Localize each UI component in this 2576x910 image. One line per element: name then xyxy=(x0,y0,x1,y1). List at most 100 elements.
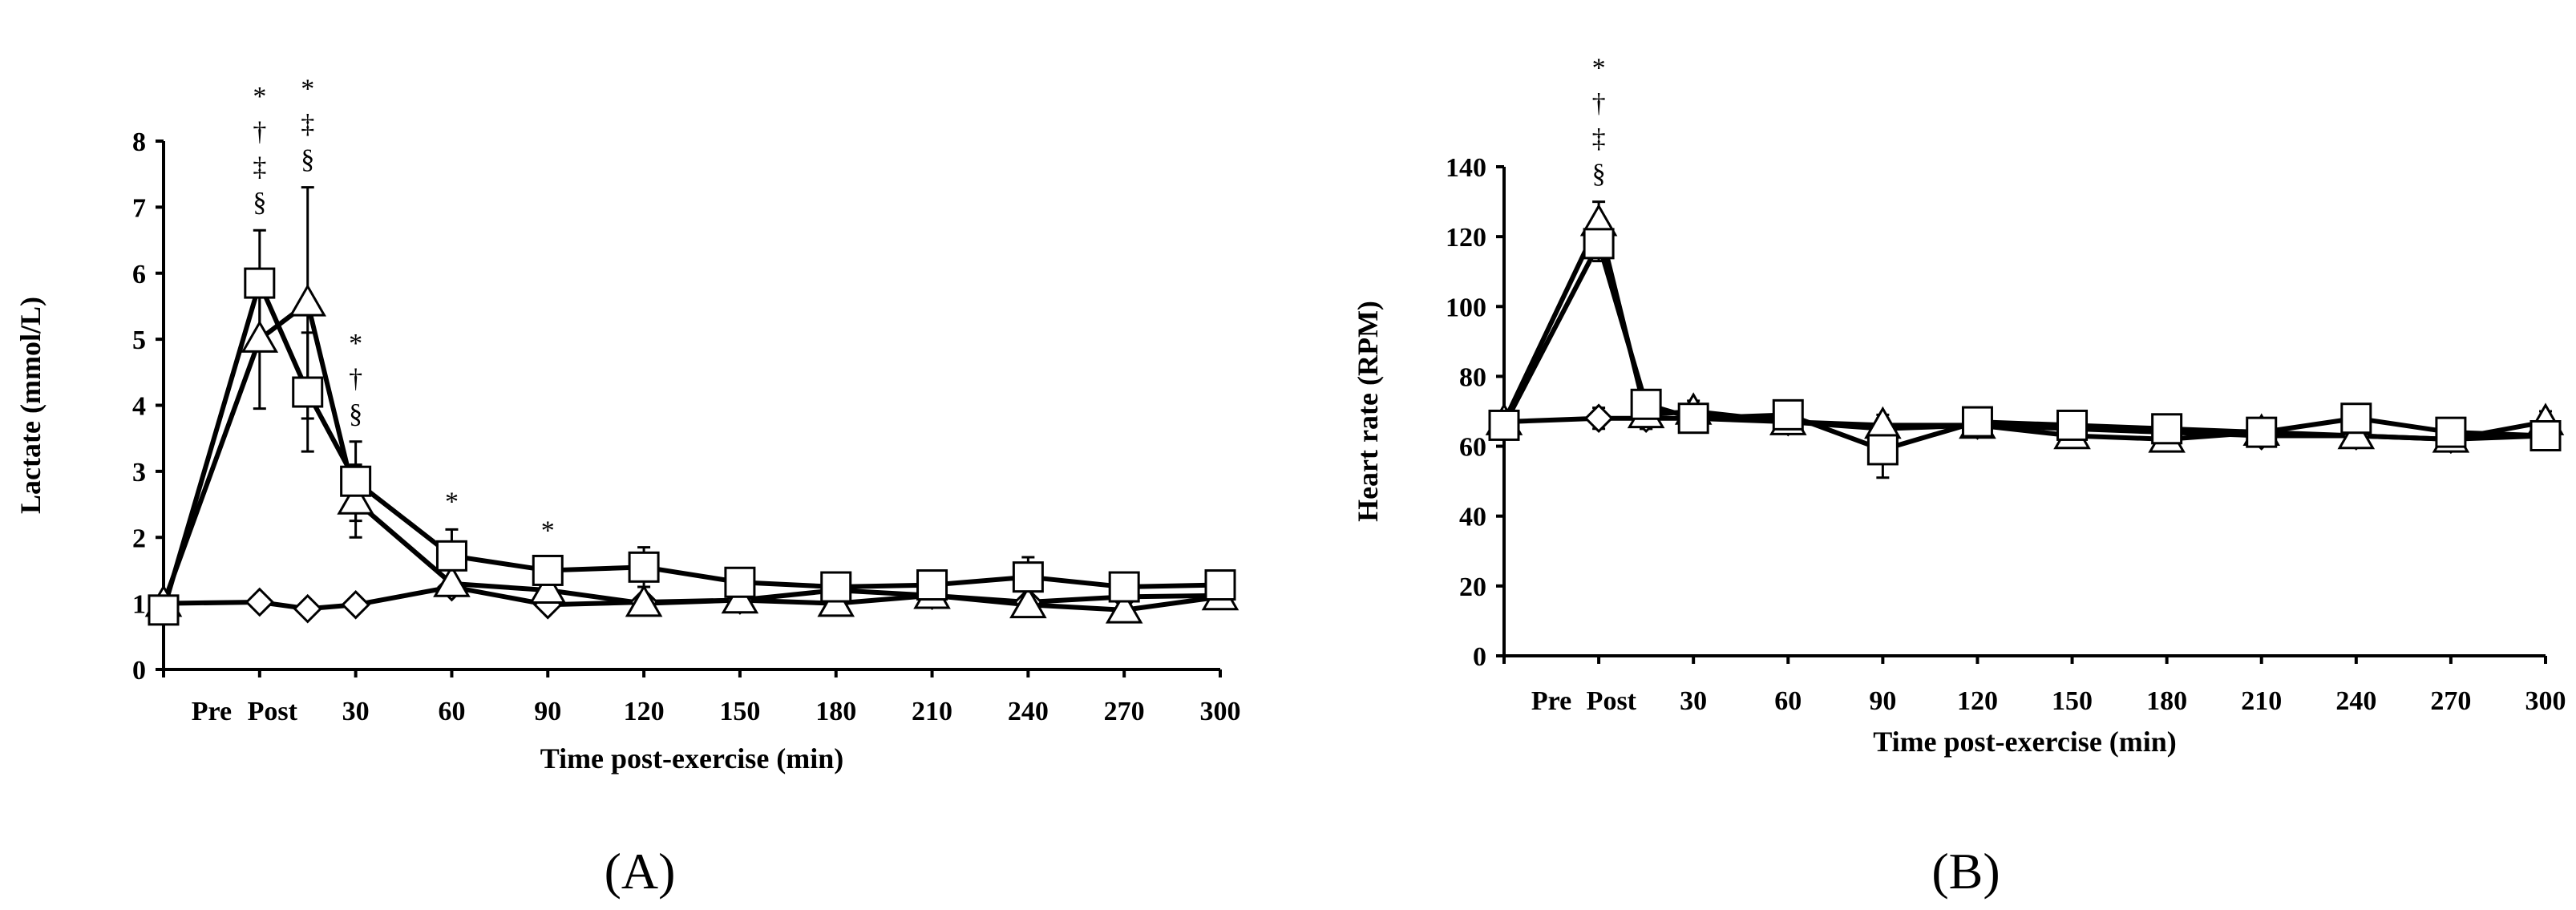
significance-marker: * xyxy=(1592,54,1606,83)
x-tick-label: 90 xyxy=(1869,686,1896,716)
panel-label: (A) xyxy=(605,843,676,900)
x-tick-label: 300 xyxy=(1200,697,1241,726)
data-point-square xyxy=(1772,398,1804,431)
data-point-triangle xyxy=(528,571,567,604)
significance-marker: * xyxy=(541,516,555,546)
x-tick-label: 210 xyxy=(912,697,952,726)
y-tick-label: 3 xyxy=(132,458,146,487)
significance-marker: § xyxy=(349,399,362,429)
panel-label: (B) xyxy=(1931,843,2000,900)
y-tick-label: 60 xyxy=(1459,433,1486,463)
data-point-triangle xyxy=(433,564,471,597)
data-point-diamond xyxy=(293,593,323,624)
data-point-square xyxy=(292,376,324,408)
significance-marker: § xyxy=(1592,160,1606,189)
x-tick-label: 240 xyxy=(1008,697,1049,726)
significance-marker: ‡ xyxy=(253,152,266,182)
significance-marker: † xyxy=(253,117,266,147)
data-point-diamond xyxy=(245,587,275,617)
x-tick-label: 120 xyxy=(624,697,665,726)
data-point-square xyxy=(2435,416,2467,448)
significance-marker: * xyxy=(445,487,459,516)
x-tick-label: 30 xyxy=(1680,686,1707,716)
x-tick-label: 270 xyxy=(2430,686,2471,716)
x-axis-title: Time post-exercise (min) xyxy=(540,742,844,775)
data-point-triangle xyxy=(625,584,663,617)
x-tick-label: 300 xyxy=(2525,686,2566,716)
data-point-square xyxy=(1961,406,1993,438)
chart-panel-a: 0 1 2 3 4 5 6 7 8 Pre Post 30 60 90 120 150 180 210 240 270… xyxy=(14,75,1241,900)
x-tick-label: Pre xyxy=(1531,686,1571,716)
y-tick-label: 2 xyxy=(132,524,146,553)
data-point-square xyxy=(244,267,276,299)
x-tick-label: 150 xyxy=(719,697,760,726)
data-point-square xyxy=(1677,402,1709,435)
data-point-square xyxy=(148,594,180,626)
significance-marker: † xyxy=(349,364,362,394)
y-tick-label: 1 xyxy=(132,590,146,620)
x-tick-label: 180 xyxy=(815,697,856,726)
x-tick-label: 30 xyxy=(342,697,370,726)
series-line-square xyxy=(161,281,1221,611)
data-point-square xyxy=(1583,228,1615,260)
x-tick-label: 270 xyxy=(1104,697,1145,726)
data-point-triangle xyxy=(1105,591,1143,624)
y-axis-title: Lactate (mmol/L) xyxy=(14,297,47,514)
data-point-diamond xyxy=(1583,403,1614,434)
x-tick-label: 240 xyxy=(2335,686,2376,716)
data-point-square xyxy=(1866,434,1899,466)
x-tick-label: 180 xyxy=(2146,686,2187,716)
x-tick-label: Post xyxy=(248,697,298,726)
data-point-square xyxy=(340,465,372,497)
data-point-square xyxy=(628,551,660,583)
x-tick-label: 60 xyxy=(1774,686,1802,716)
y-axis-title: Heart rate (RPM) xyxy=(1352,301,1384,522)
data-point-square xyxy=(2056,409,2089,441)
significance-marker: * xyxy=(349,329,362,358)
data-point-square xyxy=(2340,402,2372,435)
data-point-triangle xyxy=(337,482,374,515)
x-tick-label: Post xyxy=(1587,686,1637,716)
significance-marker: † xyxy=(1592,89,1606,119)
data-point-square xyxy=(2246,416,2278,448)
significance-marker: § xyxy=(253,188,266,217)
data-point-triangle xyxy=(721,580,759,614)
data-point-square xyxy=(2529,420,2562,451)
data-point-square xyxy=(820,571,852,603)
x-axis-title: Time post-exercise (min) xyxy=(1873,726,2177,758)
series-line-triangle xyxy=(161,300,1221,613)
data-point-triangle xyxy=(289,284,327,317)
y-tick-label: 8 xyxy=(132,127,146,157)
data-point-square xyxy=(1204,569,1236,601)
significance-marker: § xyxy=(301,145,314,175)
y-tick-label: 100 xyxy=(1446,293,1486,322)
data-point-square xyxy=(1012,561,1044,593)
y-tick-label: 140 xyxy=(1446,153,1486,183)
x-tick-label: Pre xyxy=(192,697,232,726)
data-point-square xyxy=(1108,571,1140,603)
y-tick-label: 0 xyxy=(132,656,146,686)
y-tick-label: 40 xyxy=(1459,503,1486,532)
y-tick-label: 0 xyxy=(1473,642,1486,672)
x-tick-label: 210 xyxy=(2241,686,2282,716)
data-point-square xyxy=(1488,409,1520,441)
data-point-square xyxy=(724,566,756,598)
significance-marker: * xyxy=(301,75,314,104)
x-tick-label: 60 xyxy=(438,697,465,726)
chart-panel-b: 0 20 40 60 80 100 120 140 Pre Post 30 60 90 120 150 180… xyxy=(1352,54,2566,900)
significance-marker: ‡ xyxy=(1592,124,1606,154)
data-point-triangle xyxy=(1009,585,1047,619)
data-point-triangle xyxy=(241,320,279,353)
data-point-square xyxy=(2151,413,2183,445)
y-tick-label: 7 xyxy=(132,193,146,223)
y-tick-label: 5 xyxy=(132,326,146,355)
y-tick-label: 4 xyxy=(132,392,146,422)
y-tick-label: 80 xyxy=(1459,362,1486,392)
y-tick-label: 20 xyxy=(1459,572,1486,602)
significance-marker: * xyxy=(253,82,266,111)
y-tick-label: 120 xyxy=(1446,223,1486,253)
x-tick-label: 150 xyxy=(2052,686,2093,716)
data-point-diamond xyxy=(341,589,370,620)
x-tick-label: 90 xyxy=(534,697,561,726)
